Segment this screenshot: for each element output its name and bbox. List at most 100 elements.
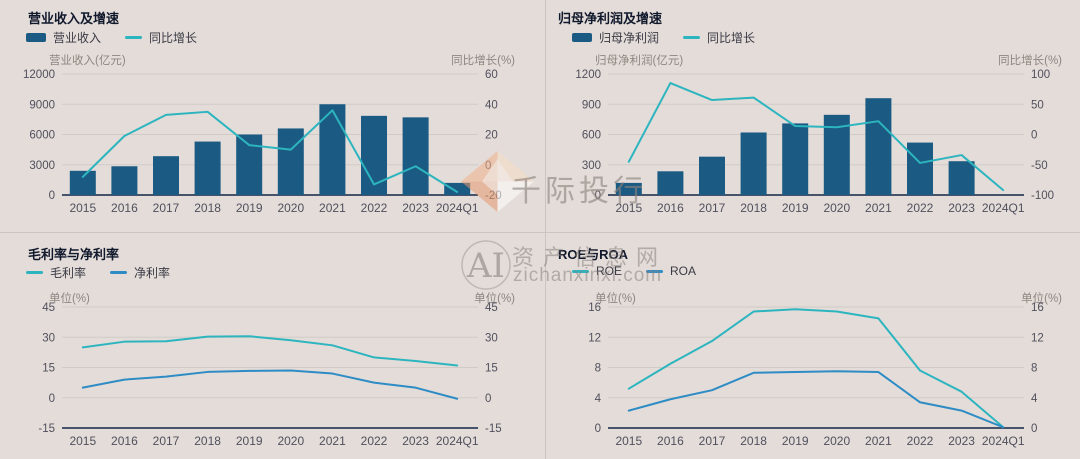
right-tick-label: 16 [1031, 302, 1044, 314]
legend-item: ROA [646, 264, 696, 278]
left-tick-label: 4 [595, 393, 602, 405]
x-tick-label: 2024Q1 [436, 434, 479, 448]
plot-area: 16 12 8 4 0 16 12 8 4 0 2015 2016 2017 2018 2019 2020 20… [588, 302, 1044, 448]
left-tick-label: 600 [582, 130, 601, 142]
legend-item: 净利率 [110, 264, 170, 281]
right-tick-label: 15 [485, 363, 498, 375]
line-swatch-icon [110, 271, 128, 274]
x-tick-label: 2017 [153, 434, 180, 448]
x-tick-label: 2018 [740, 201, 767, 215]
line-swatch-icon [26, 271, 43, 274]
left-tick-label: 12000 [23, 69, 55, 81]
net-profit-growth-bar-2023 [948, 161, 975, 195]
chart-legend: 毛利率 净利率 [26, 264, 170, 281]
left-tick-label: -15 [38, 423, 55, 435]
legend-label: ROA [670, 264, 697, 278]
left-tick-label: 15 [42, 363, 55, 375]
legend-label: 同比增长 [707, 31, 756, 45]
x-tick-label: 2020 [823, 201, 850, 215]
revenue-growth-line-同比增长 [81, 109, 459, 193]
x-tick-label: 2021 [319, 201, 346, 215]
revenue-growth-bar-2015 [69, 170, 96, 195]
left-tick-label: 0 [49, 190, 55, 202]
net-profit-growth-chart: 归母净利润及增速 归母净利润 同比增长 归母净利润(亿元) 同比增长(%) 12… [546, 0, 1080, 232]
right-tick-label: 100 [1031, 69, 1050, 81]
right-tick-label: 4 [1031, 393, 1038, 405]
revenue-growth-bar-2018 [194, 141, 221, 195]
chart-title: 营业收入及增速 [28, 11, 120, 26]
chart-legend: 营业收入 同比增长 [26, 29, 197, 46]
margin-chart: 毛利率与净利率 毛利率 净利率 单位(%) 单位(%) 45 30 15 0 -15 45… [0, 233, 545, 459]
x-tick-label: 2024Q1 [982, 201, 1025, 215]
right-tick-label: 60 [485, 69, 498, 81]
roe-roa-chart: ROE与ROA ROE ROA 单位(%) 单位(%) 16 12 8 4 0 16 12 8… [546, 233, 1080, 459]
net-profit-growth-line-同比增长 [627, 82, 1005, 192]
x-tick-label: 2022 [907, 201, 934, 215]
left-tick-label: 0 [49, 393, 55, 405]
legend-item: 同比增长 [683, 29, 755, 46]
right-tick-label: 0 [485, 393, 491, 405]
left-tick-label: 900 [582, 99, 601, 111]
x-tick-label: 2016 [111, 201, 138, 215]
right-tick-label: 50 [1031, 99, 1044, 111]
right-tick-label: 0 [1031, 423, 1037, 435]
right-axis-label: 同比增长(%) [998, 55, 1062, 67]
right-tick-label: -20 [485, 190, 502, 202]
x-tick-label: 2017 [699, 434, 726, 448]
right-tick-label: 0 [485, 160, 491, 172]
right-tick-label: 30 [485, 332, 498, 344]
x-tick-label: 2023 [948, 434, 975, 448]
x-tick-label: 2019 [236, 201, 263, 215]
x-tick-label: 2019 [236, 434, 263, 448]
revenue-growth-bar-2022 [361, 115, 387, 195]
bar-swatch-icon [572, 33, 592, 42]
revenue-growth-bar-2017 [153, 156, 179, 195]
legend-label: ROE [596, 264, 623, 278]
x-tick-label: 2023 [402, 434, 429, 448]
chart-title: ROE与ROA [558, 247, 629, 262]
margins-line-净利率 [81, 369, 459, 400]
net-profit-growth-bar-2022 [907, 142, 933, 195]
x-tick-label: 2024Q1 [436, 201, 479, 215]
margins-line-毛利率 [81, 335, 459, 367]
vertical-divider [545, 0, 546, 459]
horizontal-divider [0, 232, 1080, 233]
revenue-growth-chart: 营业收入及增速 营业收入 同比增长 营业收入(亿元) 同比增长(%) 12000… [0, 0, 545, 232]
x-tick-label: 2024Q1 [982, 434, 1025, 448]
left-axis-label: 营业收入(亿元) [49, 55, 126, 67]
legend-item: ROE [572, 264, 622, 278]
right-tick-label: 45 [485, 302, 498, 314]
revenue-growth-bar-2019 [236, 134, 263, 195]
plot-area: 45 30 15 0 -15 45 30 15 0 -15 2015 2016 2017 2018 2019… [38, 302, 501, 448]
x-tick-label: 2020 [277, 201, 304, 215]
line-swatch-icon [572, 269, 589, 273]
x-tick-label: 2017 [153, 201, 180, 215]
left-tick-label: 9000 [29, 99, 55, 111]
roe-roa-line-ROE [627, 308, 1005, 429]
legend-item: 同比增长 [125, 29, 197, 46]
left-tick-label: 300 [582, 160, 601, 172]
line-swatch-icon [646, 269, 664, 273]
left-axis-label: 归母净利润(亿元) [595, 55, 684, 67]
right-tick-label: 0 [1031, 130, 1037, 142]
chart-title: 毛利率与净利率 [28, 247, 120, 262]
bar-swatch-icon [26, 33, 46, 42]
x-tick-label: 2016 [111, 434, 138, 448]
revenue-growth-bar-2016 [111, 166, 138, 195]
legend-label: 营业收入 [53, 31, 102, 45]
legend-label: 毛利率 [50, 266, 87, 280]
left-tick-label: 0 [595, 423, 601, 435]
line-swatch-icon [683, 36, 701, 39]
plot-area: 1200 900 600 300 0 100 50 0 -50 -100 2015 2016 2017 2… [575, 69, 1054, 215]
legend-item: 毛利率 [26, 264, 86, 281]
left-tick-label: 16 [588, 302, 601, 314]
net-profit-growth-bar-2019 [782, 123, 809, 195]
left-tick-label: 3000 [29, 160, 55, 172]
x-tick-label: 2023 [948, 201, 975, 215]
x-tick-label: 2019 [782, 201, 809, 215]
chart-legend: ROE ROA [572, 264, 696, 278]
roe-roa-line-ROA [627, 370, 1005, 429]
revenue-growth-bar-2023 [402, 117, 429, 195]
legend-label: 归母净利润 [599, 31, 660, 45]
